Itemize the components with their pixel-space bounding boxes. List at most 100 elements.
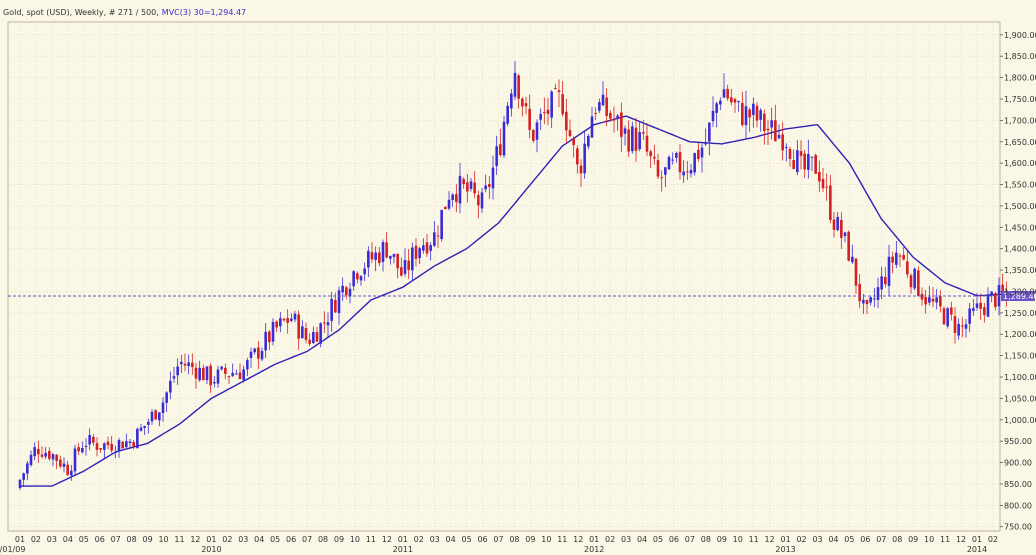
candle (590, 106, 594, 138)
candle (532, 128, 535, 143)
candle-body (678, 152, 682, 173)
candle (18, 478, 22, 490)
candle (711, 96, 715, 127)
x-tick-label: 02 (31, 535, 41, 544)
candle (579, 159, 583, 188)
candle-body (389, 255, 392, 259)
candle (891, 251, 894, 274)
candle-body (682, 171, 685, 176)
candle (605, 88, 608, 127)
candle (110, 435, 113, 454)
candle (990, 291, 993, 303)
candle (554, 83, 557, 90)
x-tick-label: 11 (557, 535, 567, 544)
y-tick-label: 1,750.00 (1004, 95, 1036, 104)
candle (924, 289, 927, 314)
candle (950, 301, 953, 321)
candle-body (942, 308, 946, 325)
candle-body (22, 473, 25, 480)
candle-body (260, 350, 264, 360)
x-tick-label: 04 (63, 535, 73, 544)
candle (202, 364, 205, 381)
candle (913, 267, 916, 291)
candle-body (345, 287, 348, 296)
candle-body (840, 219, 843, 238)
candle (645, 122, 649, 157)
candle (480, 187, 484, 213)
y-tick-label: 1,100.00 (1004, 373, 1036, 382)
x-tick-label: 01 (589, 535, 599, 544)
candle (40, 446, 44, 459)
candle (436, 225, 440, 248)
candle-body (154, 410, 157, 420)
axes: 750.00 800.00 850.00 900.00 950.00 1,000.00 1,… (0, 31, 1036, 554)
x-tick-label: 05 (79, 535, 89, 544)
candle (158, 412, 161, 427)
candle (312, 326, 315, 345)
candle-body (26, 463, 29, 474)
candle-body (286, 318, 289, 323)
candle (528, 94, 531, 139)
candle (543, 97, 546, 125)
candle-body (568, 130, 572, 137)
candle-body (147, 421, 150, 425)
candle-body (81, 448, 84, 453)
candle-body (645, 135, 649, 152)
x-tick-label: 07 (493, 535, 503, 544)
candle (315, 326, 319, 342)
moving-average-label: MVC(3) 30=1,294.47 (162, 8, 246, 17)
candle-body (136, 428, 139, 449)
candle (638, 121, 641, 152)
candle (499, 128, 502, 157)
candle (242, 365, 245, 383)
candle (279, 312, 282, 333)
candle-body (814, 155, 817, 174)
candle (609, 110, 612, 122)
candle (363, 262, 366, 281)
year-label: 2012 (584, 545, 604, 554)
candle-body (836, 216, 839, 231)
candle-body (425, 242, 429, 254)
candle (345, 285, 348, 300)
x-tick-label: 09 (717, 535, 727, 544)
candle-body (341, 285, 344, 293)
candle-body (561, 94, 564, 115)
candle-body (719, 100, 722, 105)
candle-body (557, 90, 561, 93)
candle (708, 121, 711, 156)
candle-body (777, 134, 781, 139)
candle (282, 317, 286, 322)
candle-body (627, 129, 630, 152)
x-tick-label: 08 (127, 535, 137, 544)
candle-body (161, 402, 165, 413)
candle-body (249, 351, 253, 358)
candle-body (367, 250, 370, 268)
candle-body (407, 260, 410, 270)
candle (194, 362, 198, 389)
candle-body (334, 299, 337, 313)
candle (139, 423, 143, 432)
candle-body (704, 142, 707, 145)
y-tick-label: 1,150.00 (1004, 352, 1036, 361)
candle (235, 369, 238, 375)
moving-average-line (20, 115, 1005, 487)
candle-body (946, 308, 949, 327)
x-tick-label: 12 (190, 535, 200, 544)
candle-body (539, 113, 542, 120)
x-tick-label: 06 (286, 535, 296, 544)
candle (561, 81, 564, 117)
candle (356, 271, 359, 284)
candle (389, 255, 392, 265)
candle (887, 244, 891, 296)
candle (238, 363, 242, 380)
candle (99, 447, 102, 453)
candle (972, 299, 975, 316)
candle (169, 371, 172, 400)
candle-body (506, 105, 509, 124)
candle (594, 107, 597, 121)
candle (44, 447, 47, 460)
candle (847, 230, 850, 262)
candle (649, 149, 652, 168)
